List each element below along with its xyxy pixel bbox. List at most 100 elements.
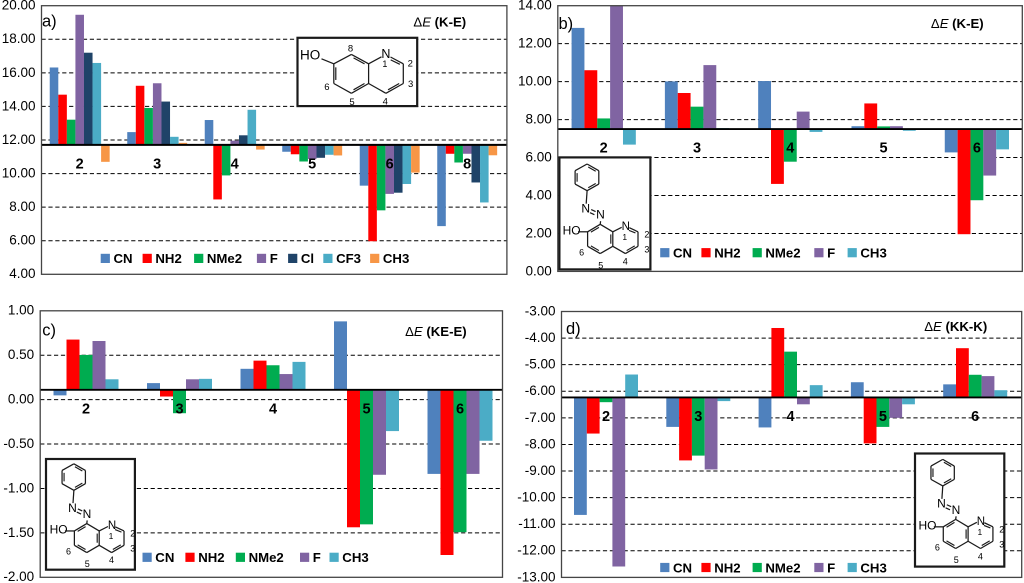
svg-text:NMe2: NMe2 bbox=[207, 251, 242, 266]
svg-text:CF3: CF3 bbox=[336, 251, 361, 266]
svg-text:NH2: NH2 bbox=[714, 246, 740, 261]
svg-text:NMe2: NMe2 bbox=[765, 560, 800, 575]
svg-text:4: 4 bbox=[786, 141, 794, 157]
svg-text:8: 8 bbox=[348, 44, 353, 55]
svg-text:4: 4 bbox=[383, 97, 388, 108]
svg-text:3: 3 bbox=[644, 244, 649, 254]
svg-text:8.00: 8.00 bbox=[526, 112, 552, 127]
svg-text:6: 6 bbox=[971, 409, 979, 425]
svg-text:N: N bbox=[952, 503, 961, 517]
svg-text:CH3: CH3 bbox=[860, 560, 886, 575]
svg-text:2: 2 bbox=[999, 524, 1004, 534]
svg-text:10.00: 10.00 bbox=[2, 166, 36, 181]
svg-text:3: 3 bbox=[999, 539, 1004, 549]
svg-text:3: 3 bbox=[130, 543, 135, 553]
svg-text:-9.00: -9.00 bbox=[525, 463, 556, 478]
svg-text:6.00: 6.00 bbox=[526, 149, 552, 164]
svg-text:N: N bbox=[68, 501, 77, 515]
svg-text:8.00: 8.00 bbox=[9, 199, 35, 214]
svg-text:-10.00: -10.00 bbox=[517, 490, 555, 505]
svg-text:-1.50: -1.50 bbox=[3, 525, 34, 540]
svg-text:5: 5 bbox=[880, 141, 888, 157]
svg-text:10.00: 10.00 bbox=[518, 74, 552, 89]
svg-text:-3.00: -3.00 bbox=[525, 303, 556, 318]
svg-text:N: N bbox=[381, 47, 390, 61]
svg-text:N: N bbox=[581, 201, 590, 215]
svg-text:5: 5 bbox=[954, 555, 959, 565]
svg-text:18.00: 18.00 bbox=[2, 31, 36, 46]
svg-text:-2.00: -2.00 bbox=[3, 569, 34, 583]
svg-text:CH3: CH3 bbox=[860, 246, 886, 261]
svg-text:6: 6 bbox=[579, 247, 584, 257]
svg-text:4: 4 bbox=[109, 555, 114, 565]
svg-text:NH2: NH2 bbox=[155, 251, 181, 266]
svg-text:HO: HO bbox=[300, 48, 320, 63]
svg-text:6: 6 bbox=[324, 82, 329, 93]
svg-text:F: F bbox=[270, 251, 278, 266]
svg-text:2: 2 bbox=[130, 528, 135, 538]
svg-text:ΔE (KK-K): ΔE (KK-K) bbox=[924, 319, 987, 334]
svg-text:Cl: Cl bbox=[301, 251, 314, 266]
svg-text:8: 8 bbox=[463, 157, 471, 173]
svg-text:2: 2 bbox=[408, 59, 413, 70]
svg-text:4: 4 bbox=[231, 157, 239, 173]
svg-text:14.00: 14.00 bbox=[2, 98, 36, 113]
svg-text:-8.00: -8.00 bbox=[525, 436, 556, 451]
svg-text:ΔE (K-E): ΔE (K-E) bbox=[413, 15, 466, 30]
svg-text:5: 5 bbox=[598, 260, 603, 270]
svg-text:N: N bbox=[596, 208, 605, 222]
svg-text:5: 5 bbox=[308, 157, 316, 173]
svg-text:c): c) bbox=[42, 322, 56, 340]
svg-text:0.50: 0.50 bbox=[8, 347, 34, 362]
svg-text:2: 2 bbox=[600, 141, 608, 157]
svg-text:CN: CN bbox=[673, 560, 692, 575]
svg-text:5: 5 bbox=[362, 402, 370, 418]
svg-text:-4.00: -4.00 bbox=[525, 330, 556, 345]
svg-text:NMe2: NMe2 bbox=[249, 550, 284, 565]
svg-text:3: 3 bbox=[153, 157, 161, 173]
svg-text:ΔE (KE-E): ΔE (KE-E) bbox=[405, 324, 467, 339]
svg-text:20.00: 20.00 bbox=[2, 0, 36, 13]
svg-text:3: 3 bbox=[175, 402, 183, 418]
svg-text:6: 6 bbox=[386, 157, 394, 173]
svg-text:1.00: 1.00 bbox=[8, 303, 34, 318]
svg-text:F: F bbox=[827, 246, 835, 261]
svg-text:0.00: 0.00 bbox=[8, 392, 34, 407]
svg-text:d): d) bbox=[566, 320, 581, 338]
svg-text:F: F bbox=[827, 560, 835, 575]
svg-text:3: 3 bbox=[693, 141, 701, 157]
svg-text:5: 5 bbox=[85, 559, 90, 569]
svg-text:a): a) bbox=[42, 13, 57, 31]
svg-text:5: 5 bbox=[349, 97, 354, 108]
svg-text:NMe2: NMe2 bbox=[765, 246, 800, 261]
svg-text:-7.00: -7.00 bbox=[525, 410, 556, 425]
svg-text:-0.50: -0.50 bbox=[3, 436, 34, 451]
svg-text:-12.00: -12.00 bbox=[517, 543, 555, 558]
svg-text:1: 1 bbox=[109, 531, 114, 541]
svg-text:-5.00: -5.00 bbox=[525, 357, 556, 372]
svg-text:-13.00: -13.00 bbox=[517, 569, 555, 583]
svg-text:CH3: CH3 bbox=[342, 550, 368, 565]
svg-text:CN: CN bbox=[155, 550, 174, 565]
svg-text:F: F bbox=[313, 550, 321, 565]
svg-text:4: 4 bbox=[623, 256, 628, 266]
svg-text:-11.00: -11.00 bbox=[518, 516, 555, 531]
svg-text:1: 1 bbox=[978, 527, 983, 537]
svg-text:2: 2 bbox=[644, 229, 649, 239]
svg-text:NH2: NH2 bbox=[714, 560, 740, 575]
svg-text:HO: HO bbox=[563, 224, 581, 238]
svg-text:3: 3 bbox=[694, 409, 702, 425]
svg-text:5: 5 bbox=[879, 409, 887, 425]
svg-text:6: 6 bbox=[66, 546, 71, 556]
svg-text:N: N bbox=[83, 507, 92, 521]
svg-text:6: 6 bbox=[973, 141, 981, 157]
svg-text:N: N bbox=[622, 221, 630, 233]
svg-text:N: N bbox=[977, 516, 985, 528]
svg-text:2: 2 bbox=[76, 157, 84, 173]
svg-text:N: N bbox=[937, 497, 946, 511]
svg-text:HO: HO bbox=[919, 519, 937, 533]
svg-text:-6.00: -6.00 bbox=[525, 383, 556, 398]
svg-text:0.00: 0.00 bbox=[526, 263, 552, 278]
svg-text:6.00: 6.00 bbox=[9, 233, 35, 248]
svg-text:2: 2 bbox=[602, 409, 610, 425]
